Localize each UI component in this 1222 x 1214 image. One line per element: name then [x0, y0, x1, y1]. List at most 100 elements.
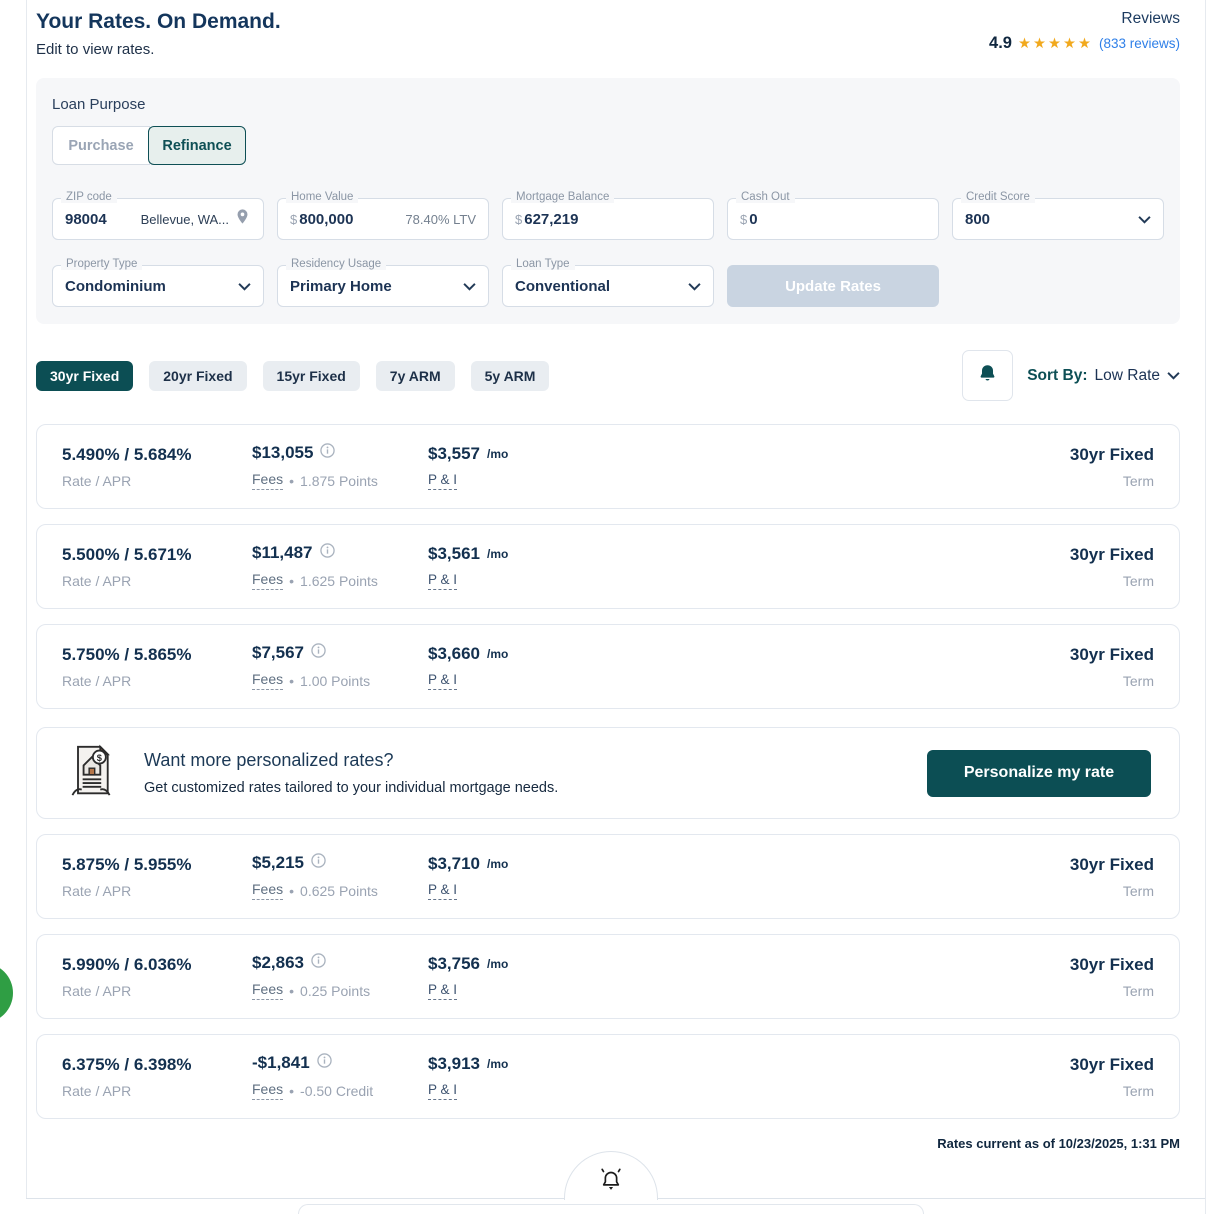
- residency-usage-select[interactable]: Residency Usage Primary Home: [277, 258, 489, 307]
- refinance-toggle-button[interactable]: Refinance: [148, 126, 246, 165]
- info-icon[interactable]: [311, 953, 326, 973]
- bottom-drawer-sheet[interactable]: [298, 1204, 924, 1214]
- loan-type-select[interactable]: Loan Type Conventional: [502, 258, 714, 307]
- currency-prefix: $: [290, 211, 298, 227]
- purchase-toggle-button[interactable]: Purchase: [52, 126, 150, 165]
- term-value: 30yr Fixed: [1069, 444, 1154, 464]
- rate-card[interactable]: 5.490% / 5.684% Rate / APR $13,055 Fees …: [36, 424, 1180, 509]
- home-value-field[interactable]: Home Value $ 800,000 78.40% LTV: [277, 191, 489, 240]
- principal-interest-link[interactable]: P & I: [428, 982, 458, 1000]
- personalize-banner: $ Want more personalized rates? Get cust…: [36, 727, 1180, 819]
- rate-card[interactable]: 5.500% / 5.671% Rate / APR $11,487 Fees …: [36, 524, 1180, 609]
- loan-form-panel: Loan Purpose Purchase Refinance ZIP code…: [36, 78, 1180, 324]
- rate-card[interactable]: 6.375% / 6.398% Rate / APR -$1,841 Fees …: [36, 1034, 1180, 1119]
- rate-alert-button[interactable]: [962, 350, 1014, 401]
- payment-value: $3,710: [428, 853, 480, 873]
- fees-value: $5,215: [252, 853, 304, 872]
- principal-interest-link[interactable]: P & I: [428, 882, 458, 900]
- reviews-count-link[interactable]: (833 reviews): [1098, 36, 1180, 51]
- points-value: -0.50 Credit: [300, 1082, 374, 1099]
- term-value: 30yr Fixed: [1069, 544, 1154, 564]
- cash-out-value[interactable]: 0: [749, 210, 758, 228]
- dot-separator: •: [289, 472, 295, 489]
- credit-score-value: 800: [965, 210, 991, 228]
- bell-icon: [977, 363, 998, 389]
- fees-link[interactable]: Fees: [252, 671, 284, 690]
- mortgage-balance-label: Mortgage Balance: [511, 191, 615, 203]
- principal-interest-link[interactable]: P & I: [428, 572, 458, 590]
- zip-code-field[interactable]: ZIP code 98004 Bellevue, WA...: [52, 191, 264, 240]
- rate-apr-label: Rate / APR: [62, 472, 132, 489]
- sort-by-label: Sort By:: [1027, 366, 1088, 384]
- info-icon[interactable]: [311, 853, 326, 873]
- chat-fab-button[interactable]: [0, 963, 13, 1023]
- chevron-down-icon: [1138, 215, 1151, 224]
- document-house-illustration: $: [65, 741, 117, 806]
- rate-card[interactable]: 5.990% / 6.036% Rate / APR $2,863 Fees •…: [36, 934, 1180, 1019]
- header: Your Rates. On Demand. Edit to view rate…: [36, 0, 1180, 58]
- credit-score-select[interactable]: Credit Score 800: [952, 191, 1164, 240]
- rate-card[interactable]: 5.875% / 5.955% Rate / APR $5,215 Fees •…: [36, 834, 1180, 919]
- page-title: Your Rates. On Demand.: [36, 10, 281, 33]
- fees-value: $7,567: [252, 643, 304, 662]
- fees-link[interactable]: Fees: [252, 571, 284, 590]
- property-type-select[interactable]: Property Type Condominium: [52, 258, 264, 307]
- cash-out-field[interactable]: Cash Out $ 0: [727, 191, 939, 240]
- home-value-label: Home Value: [286, 191, 359, 203]
- fees-link[interactable]: Fees: [252, 881, 284, 900]
- dot-separator: •: [289, 672, 295, 689]
- principal-interest-link[interactable]: P & I: [428, 472, 458, 490]
- fees-link[interactable]: Fees: [252, 981, 284, 1000]
- sort-by-dropdown[interactable]: Sort By: Low Rate: [1027, 367, 1180, 385]
- principal-interest-link[interactable]: P & I: [428, 1082, 458, 1100]
- rate-apr-label: Rate / APR: [62, 572, 132, 589]
- tab-5y-arm[interactable]: 5y ARM: [470, 360, 550, 391]
- info-icon[interactable]: [319, 543, 335, 563]
- home-value-value[interactable]: 800,000: [299, 210, 354, 228]
- per-month-suffix: /mo: [487, 446, 509, 461]
- rates-timestamp: Rates current as of 10/23/2025, 1:31 PM: [937, 1136, 1180, 1151]
- currency-prefix: $: [515, 211, 523, 227]
- form-fields-row-1: ZIP code 98004 Bellevue, WA... Home Valu…: [52, 191, 1164, 240]
- banner-subtitle: Get customized rates tailored to your in…: [144, 780, 559, 796]
- tab-7y-arm[interactable]: 7y ARM: [375, 360, 455, 391]
- payment-value: $3,561: [428, 543, 480, 563]
- rate-apr-label: Rate / APR: [62, 982, 132, 999]
- fees-link[interactable]: Fees: [252, 471, 284, 490]
- dot-separator: •: [289, 572, 295, 589]
- rate-apr-value: 5.990% / 6.036%: [62, 954, 192, 974]
- form-fields-row-2: Property Type Condominium Residency Usag…: [52, 258, 1164, 307]
- term-label: Term: [1122, 1082, 1154, 1099]
- term-label: Term: [1122, 572, 1154, 589]
- personalize-my-rate-button[interactable]: Personalize my rate: [927, 749, 1151, 797]
- loan-purpose-toggle: Purchase Refinance: [52, 126, 1164, 165]
- tab-20yr-fixed[interactable]: 20yr Fixed: [149, 360, 247, 391]
- residency-usage-value: Primary Home: [290, 277, 392, 295]
- mortgage-balance-field[interactable]: Mortgage Balance $ 627,219: [502, 191, 714, 240]
- sort-by-value: Low Rate: [1094, 366, 1160, 384]
- loan-type-value: Conventional: [515, 277, 611, 295]
- fees-link[interactable]: Fees: [252, 1081, 284, 1100]
- principal-interest-link[interactable]: P & I: [428, 672, 458, 690]
- info-icon[interactable]: [316, 1053, 332, 1073]
- per-month-suffix: /mo: [487, 856, 509, 871]
- term-label: Term: [1122, 982, 1154, 999]
- fees-value: $13,055: [252, 443, 314, 462]
- dot-separator: •: [289, 982, 295, 999]
- mortgage-balance-value[interactable]: 627,219: [524, 210, 579, 228]
- info-icon[interactable]: [320, 443, 336, 463]
- bottom-drawer-notch[interactable]: [564, 1151, 658, 1200]
- rate-card[interactable]: 5.750% / 5.865% Rate / APR $7,567 Fees •…: [36, 624, 1180, 709]
- tab-15yr-fixed[interactable]: 15yr Fixed: [262, 360, 360, 391]
- per-month-suffix: /mo: [487, 1056, 509, 1071]
- tab-30yr-fixed[interactable]: 30yr Fixed: [36, 360, 134, 391]
- fees-value: $2,863: [252, 953, 304, 972]
- cash-out-label: Cash Out: [736, 191, 795, 203]
- payment-value: $3,913: [428, 1053, 480, 1073]
- info-icon[interactable]: [311, 643, 326, 663]
- currency-prefix: $: [740, 211, 748, 227]
- zip-code-value[interactable]: 98004: [65, 210, 107, 228]
- chevron-down-icon: [463, 282, 476, 291]
- update-rates-button[interactable]: Update Rates: [727, 265, 939, 307]
